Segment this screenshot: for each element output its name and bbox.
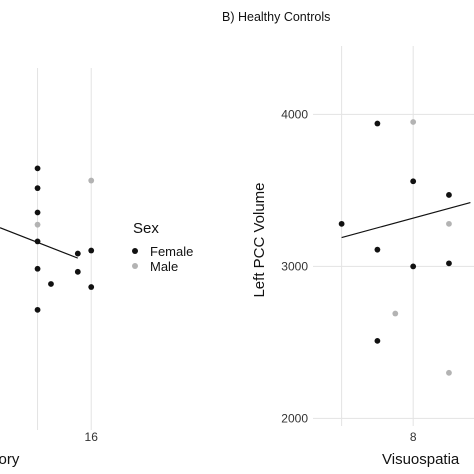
data-point-female <box>410 263 417 270</box>
panel-b-title: B) Healthy Controls <box>222 10 330 24</box>
data-point-female <box>374 337 381 344</box>
data-point-female <box>410 178 417 185</box>
data-point-male <box>410 119 417 125</box>
data-point-male <box>392 310 399 317</box>
data-point-male <box>88 177 95 184</box>
y-tick-label: 3000 <box>281 259 308 273</box>
legend: Sex Female Male <box>132 220 193 274</box>
data-point-male <box>34 221 41 228</box>
y-axis-title: Left PCC Volume <box>251 182 268 297</box>
data-point-female <box>338 220 345 227</box>
data-point-female <box>88 247 95 254</box>
y-tick-label: 2000 <box>281 411 308 425</box>
data-point-male <box>446 220 452 227</box>
data-point-female <box>34 306 41 313</box>
y-tick-label: 4000 <box>281 107 308 121</box>
panel-b-plot: 8 2000 3000 4000 Visuospatia Left PCC Volume <box>251 46 474 468</box>
legend-title: Sex <box>133 220 159 237</box>
data-point-female <box>446 192 452 198</box>
data-point-female <box>88 284 95 290</box>
data-point-female <box>34 265 41 272</box>
data-point-female <box>374 120 381 127</box>
x-tick-label: 16 <box>85 430 99 444</box>
panel-a-plot: 16 mory <box>0 68 98 468</box>
data-point-female <box>34 185 41 192</box>
data-point-female <box>374 246 381 253</box>
x-axis-title: Visuospatia <box>382 451 460 468</box>
legend-label-female: Female <box>150 244 193 259</box>
data-point-female <box>34 238 41 245</box>
data-point-female <box>34 209 41 216</box>
data-point-female <box>48 281 54 287</box>
x-tick-label: 8 <box>410 430 417 444</box>
data-point-male <box>446 369 452 376</box>
legend-marker-female <box>132 248 138 254</box>
data-point-female <box>74 268 81 275</box>
legend-marker-male <box>132 263 138 269</box>
data-point-female <box>34 165 41 172</box>
x-axis-title: mory <box>0 451 20 468</box>
data-point-female <box>74 250 81 257</box>
trend-line <box>341 201 471 239</box>
legend-label-male: Male <box>150 259 178 274</box>
data-point-female <box>446 260 452 267</box>
